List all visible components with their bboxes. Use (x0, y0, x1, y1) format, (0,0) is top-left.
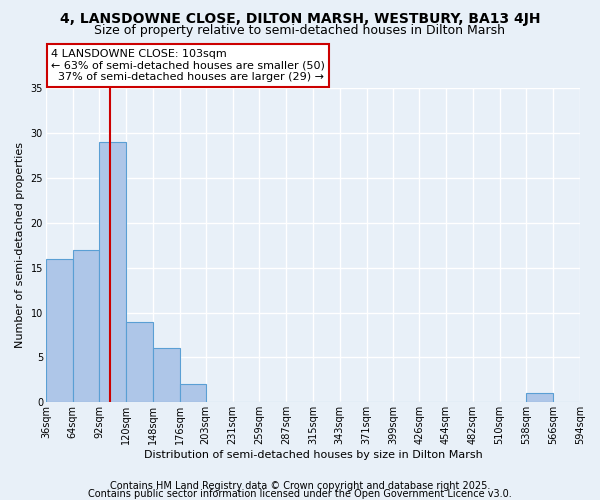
Text: Contains public sector information licensed under the Open Government Licence v3: Contains public sector information licen… (88, 489, 512, 499)
X-axis label: Distribution of semi-detached houses by size in Dilton Marsh: Distribution of semi-detached houses by … (143, 450, 482, 460)
Y-axis label: Number of semi-detached properties: Number of semi-detached properties (15, 142, 25, 348)
Bar (153, 348, 180, 403)
Bar (126, 322, 153, 402)
Bar (180, 384, 206, 402)
Text: Contains HM Land Registry data © Crown copyright and database right 2025.: Contains HM Land Registry data © Crown c… (110, 481, 490, 491)
Text: 4 LANSDOWNE CLOSE: 103sqm
← 63% of semi-detached houses are smaller (50)
  37% o: 4 LANSDOWNE CLOSE: 103sqm ← 63% of semi-… (51, 49, 325, 82)
Bar (526, 394, 553, 402)
Text: 4, LANSDOWNE CLOSE, DILTON MARSH, WESTBURY, BA13 4JH: 4, LANSDOWNE CLOSE, DILTON MARSH, WESTBU… (60, 12, 540, 26)
Text: Size of property relative to semi-detached houses in Dilton Marsh: Size of property relative to semi-detach… (95, 24, 505, 37)
Bar (73, 250, 100, 402)
Bar (46, 259, 73, 402)
Bar (100, 142, 126, 403)
